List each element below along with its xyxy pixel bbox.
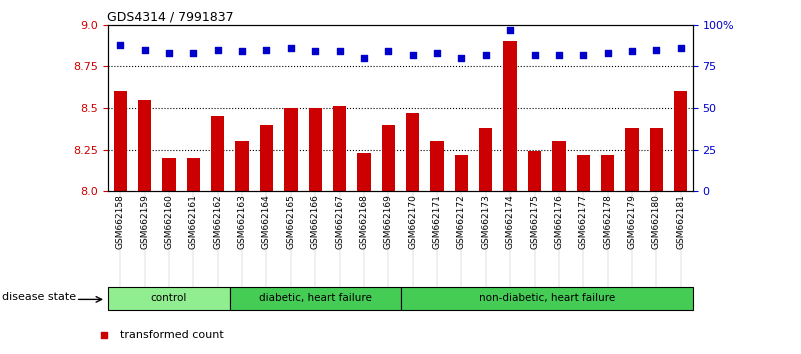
Text: GSM662162: GSM662162 [213,194,222,249]
Text: GSM662181: GSM662181 [676,194,685,249]
Bar [357,153,371,191]
Bar [114,91,127,191]
Point [626,48,638,54]
Text: GSM662160: GSM662160 [164,194,174,249]
Bar [552,141,566,191]
Text: GSM662167: GSM662167 [335,194,344,249]
Text: GSM662171: GSM662171 [433,194,441,249]
Text: GSM662174: GSM662174 [505,194,514,249]
Point [139,47,151,52]
Point [455,55,468,61]
Bar [430,141,444,191]
Text: GSM662172: GSM662172 [457,194,466,249]
Bar [504,41,517,191]
Text: GSM662176: GSM662176 [554,194,563,249]
Bar [381,125,395,191]
Point [577,52,590,58]
Point [284,45,297,51]
Bar [138,99,151,191]
Text: GSM662177: GSM662177 [579,194,588,249]
Bar [455,155,468,191]
Bar [333,106,346,191]
Bar [211,116,224,191]
Point [357,55,370,61]
Text: transformed count: transformed count [120,330,223,340]
Bar [650,128,663,191]
Text: GDS4314 / 7991837: GDS4314 / 7991837 [107,11,234,24]
Point [163,50,175,56]
Point [674,45,687,51]
Text: GSM662173: GSM662173 [481,194,490,249]
Point [406,52,419,58]
Point [260,47,273,52]
Point [309,48,322,54]
Bar [163,158,175,191]
Text: GSM662175: GSM662175 [530,194,539,249]
Text: GSM662179: GSM662179 [627,194,637,249]
Bar [187,158,200,191]
Point [187,50,199,56]
Point [114,42,127,47]
Bar [108,287,230,310]
Text: GSM662165: GSM662165 [287,194,296,249]
Text: GSM662161: GSM662161 [189,194,198,249]
Bar [284,108,297,191]
Point [602,50,614,56]
Bar [235,141,249,191]
Bar [601,155,614,191]
Bar [230,287,400,310]
Text: diabetic, heart failure: diabetic, heart failure [259,293,372,303]
Point [650,47,662,52]
Text: GSM662163: GSM662163 [238,194,247,249]
Text: GSM662159: GSM662159 [140,194,149,249]
Text: GSM662158: GSM662158 [116,194,125,249]
Bar [308,108,322,191]
Text: GSM662170: GSM662170 [409,194,417,249]
Text: disease state: disease state [2,292,76,302]
Text: non-diabetic, heart failure: non-diabetic, heart failure [478,293,615,303]
Point [211,47,224,52]
Text: control: control [151,293,187,303]
Bar [479,128,493,191]
Point [553,52,566,58]
Point [431,50,444,56]
Bar [406,113,420,191]
Point [382,48,395,54]
Bar [626,128,638,191]
Text: GSM662166: GSM662166 [311,194,320,249]
Bar [577,155,590,191]
Bar [400,287,693,310]
Text: GSM662180: GSM662180 [652,194,661,249]
Point [235,48,248,54]
Point [98,332,111,337]
Text: GSM662169: GSM662169 [384,194,392,249]
Bar [674,91,687,191]
Bar [528,151,541,191]
Text: GSM662168: GSM662168 [360,194,368,249]
Point [333,48,346,54]
Point [479,52,492,58]
Point [528,52,541,58]
Text: GSM662164: GSM662164 [262,194,271,249]
Point [504,27,517,33]
Bar [260,125,273,191]
Text: GSM662178: GSM662178 [603,194,612,249]
